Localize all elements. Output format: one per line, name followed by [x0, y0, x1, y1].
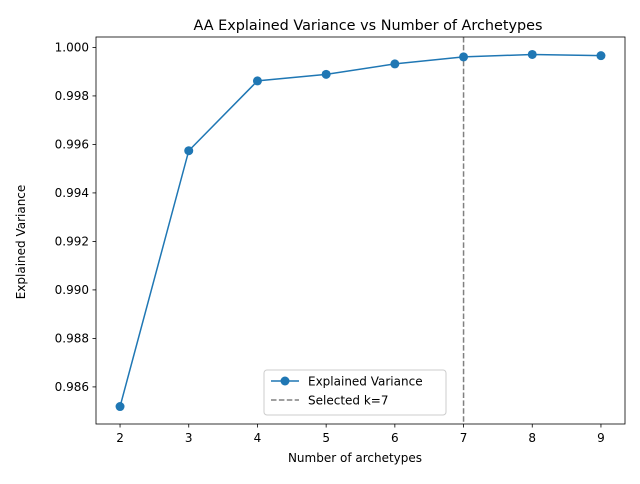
y-axis: 0.986 0.988 0.990 0.992 0.994 0.996 0.998 1.000 — [55, 41, 96, 394]
y-tick-label: 1.000 — [55, 41, 89, 55]
y-tick-label: 0.990 — [55, 283, 89, 297]
plot-area — [95, 36, 626, 425]
series-line — [119, 53, 601, 407]
axes-frame — [95, 36, 626, 425]
x-tick-label: 2 — [116, 431, 124, 445]
data-point — [527, 49, 537, 59]
x-tick-label: 8 — [528, 431, 536, 445]
data-point — [321, 69, 331, 79]
data-point — [115, 402, 125, 412]
x-axis-label: Number of archetypes — [288, 451, 422, 465]
y-tick-label: 0.992 — [55, 235, 89, 249]
data-point — [596, 51, 606, 61]
y-tick-label: 0.996 — [55, 138, 89, 152]
legend-marker — [280, 376, 290, 386]
x-axis: 2 3 4 5 6 7 8 9 — [116, 424, 605, 445]
data-point — [252, 76, 262, 86]
x-tick-label: 3 — [185, 431, 193, 445]
y-tick-label: 0.988 — [55, 332, 89, 346]
data-point — [184, 146, 194, 156]
legend-label: Explained Variance — [308, 374, 423, 388]
x-tick-label: 7 — [460, 431, 468, 445]
y-axis-label: Explained Variance — [14, 185, 28, 300]
x-tick-label: 4 — [254, 431, 262, 445]
x-tick-label: 9 — [597, 431, 605, 445]
y-tick-label: 0.986 — [55, 380, 89, 394]
y-tick-label: 0.994 — [55, 186, 89, 200]
x-tick-label: 5 — [322, 431, 330, 445]
x-tick-label: 6 — [391, 431, 399, 445]
legend: Explained Variance Selected k=7 — [263, 369, 447, 416]
data-point — [390, 59, 400, 69]
chart-title: AA Explained Variance vs Number of Arche… — [193, 18, 542, 34]
legend-label: Selected k=7 — [308, 393, 388, 407]
y-tick-label: 0.998 — [55, 89, 89, 103]
data-point — [459, 52, 469, 62]
legend-box — [263, 369, 447, 416]
